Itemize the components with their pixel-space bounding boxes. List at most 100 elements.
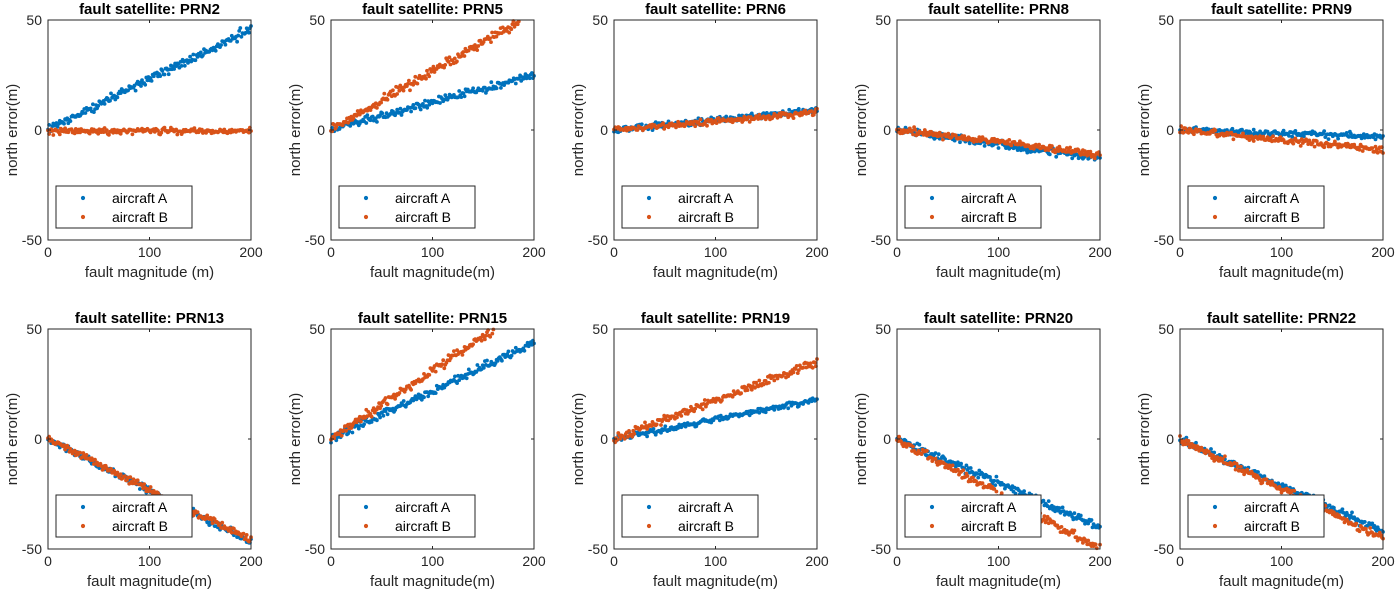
data-point bbox=[993, 483, 998, 487]
legend-label: aircraft A bbox=[395, 499, 451, 515]
data-point bbox=[382, 91, 387, 96]
data-point bbox=[107, 133, 111, 137]
data-point bbox=[368, 118, 373, 123]
data-point bbox=[220, 520, 225, 525]
data-point bbox=[522, 348, 527, 353]
data-point bbox=[1302, 134, 1306, 139]
data-point bbox=[767, 380, 771, 385]
data-point bbox=[419, 397, 424, 402]
y-axis-label: north error(m) bbox=[570, 393, 587, 486]
y-tick-label: 0 bbox=[883, 122, 891, 138]
data-point bbox=[510, 22, 515, 27]
series-aircraft-b bbox=[329, 19, 521, 134]
data-point bbox=[1370, 530, 1375, 535]
legend-marker bbox=[646, 523, 652, 529]
data-point bbox=[946, 131, 951, 136]
data-point bbox=[446, 59, 451, 64]
data-point bbox=[415, 81, 420, 86]
data-point bbox=[210, 521, 215, 525]
legend-box bbox=[904, 494, 1042, 538]
data-point bbox=[166, 72, 171, 77]
plot-title: fault satellite: PRN22 bbox=[1207, 310, 1356, 327]
x-tick-label: 100 bbox=[704, 553, 728, 569]
y-tick-label: -50 bbox=[22, 541, 42, 557]
data-point bbox=[1025, 150, 1030, 155]
data-point bbox=[96, 104, 101, 108]
data-point bbox=[423, 98, 427, 103]
data-point bbox=[976, 475, 981, 480]
data-point bbox=[193, 58, 198, 63]
data-point bbox=[188, 54, 193, 59]
data-point bbox=[489, 40, 493, 44]
data-point bbox=[385, 412, 390, 417]
data-point bbox=[1050, 144, 1054, 148]
data-point bbox=[958, 140, 962, 145]
data-point bbox=[459, 95, 464, 99]
data-point bbox=[448, 62, 453, 67]
data-point bbox=[424, 76, 428, 81]
data-point bbox=[401, 399, 406, 403]
y-axis-label: north error(m) bbox=[1136, 84, 1153, 177]
data-point bbox=[475, 363, 480, 367]
data-point bbox=[128, 475, 133, 480]
data-point bbox=[1251, 139, 1256, 143]
series-aircraft-a bbox=[329, 71, 536, 134]
legend-marker bbox=[929, 504, 935, 510]
data-point bbox=[1186, 130, 1191, 135]
data-point bbox=[988, 475, 992, 479]
data-point bbox=[223, 42, 228, 47]
data-point bbox=[108, 98, 112, 103]
series-aircraft-b bbox=[46, 125, 253, 137]
data-point bbox=[513, 345, 518, 350]
data-point bbox=[239, 34, 244, 39]
data-point bbox=[639, 122, 644, 127]
x-tick-label: 100 bbox=[138, 553, 162, 569]
data-point bbox=[635, 128, 640, 132]
data-point bbox=[499, 86, 503, 90]
data-point bbox=[160, 68, 165, 73]
data-point bbox=[135, 478, 140, 483]
series-aircraft-b bbox=[612, 357, 819, 445]
x-axis-label: fault magnitude(m) bbox=[1219, 573, 1344, 590]
data-point bbox=[237, 29, 242, 33]
data-point bbox=[1322, 129, 1327, 134]
y-tick-label: 50 bbox=[309, 12, 325, 28]
data-point bbox=[1332, 510, 1336, 515]
data-point bbox=[1212, 450, 1217, 455]
data-point bbox=[917, 442, 922, 447]
y-tick-label: 0 bbox=[317, 122, 325, 138]
legend-label: aircraft A bbox=[112, 499, 168, 515]
y-tick-label: 0 bbox=[34, 431, 42, 447]
data-point bbox=[346, 120, 350, 125]
data-point bbox=[950, 463, 955, 468]
data-point bbox=[1240, 127, 1244, 132]
data-point bbox=[115, 95, 120, 100]
data-point bbox=[385, 97, 390, 102]
data-point bbox=[442, 366, 447, 371]
legend: aircraft A aircraft B bbox=[338, 185, 476, 229]
data-point bbox=[378, 415, 382, 420]
data-point bbox=[622, 436, 627, 441]
data-point bbox=[974, 479, 978, 484]
data-point bbox=[139, 84, 143, 88]
data-point bbox=[84, 453, 89, 457]
data-point bbox=[395, 92, 399, 96]
data-point bbox=[1242, 472, 1246, 477]
data-point bbox=[632, 431, 637, 436]
data-point bbox=[149, 79, 154, 83]
data-point bbox=[158, 74, 163, 78]
data-point bbox=[961, 468, 966, 473]
data-point bbox=[339, 433, 344, 438]
data-point bbox=[1047, 152, 1052, 157]
legend-marker bbox=[929, 195, 935, 201]
data-point bbox=[794, 401, 799, 406]
data-point bbox=[83, 111, 88, 115]
data-point bbox=[241, 531, 246, 536]
data-point bbox=[118, 131, 123, 136]
data-point bbox=[968, 479, 973, 484]
data-point bbox=[693, 124, 698, 129]
y-axis-label: north error(m) bbox=[570, 84, 587, 177]
data-point bbox=[92, 110, 96, 114]
